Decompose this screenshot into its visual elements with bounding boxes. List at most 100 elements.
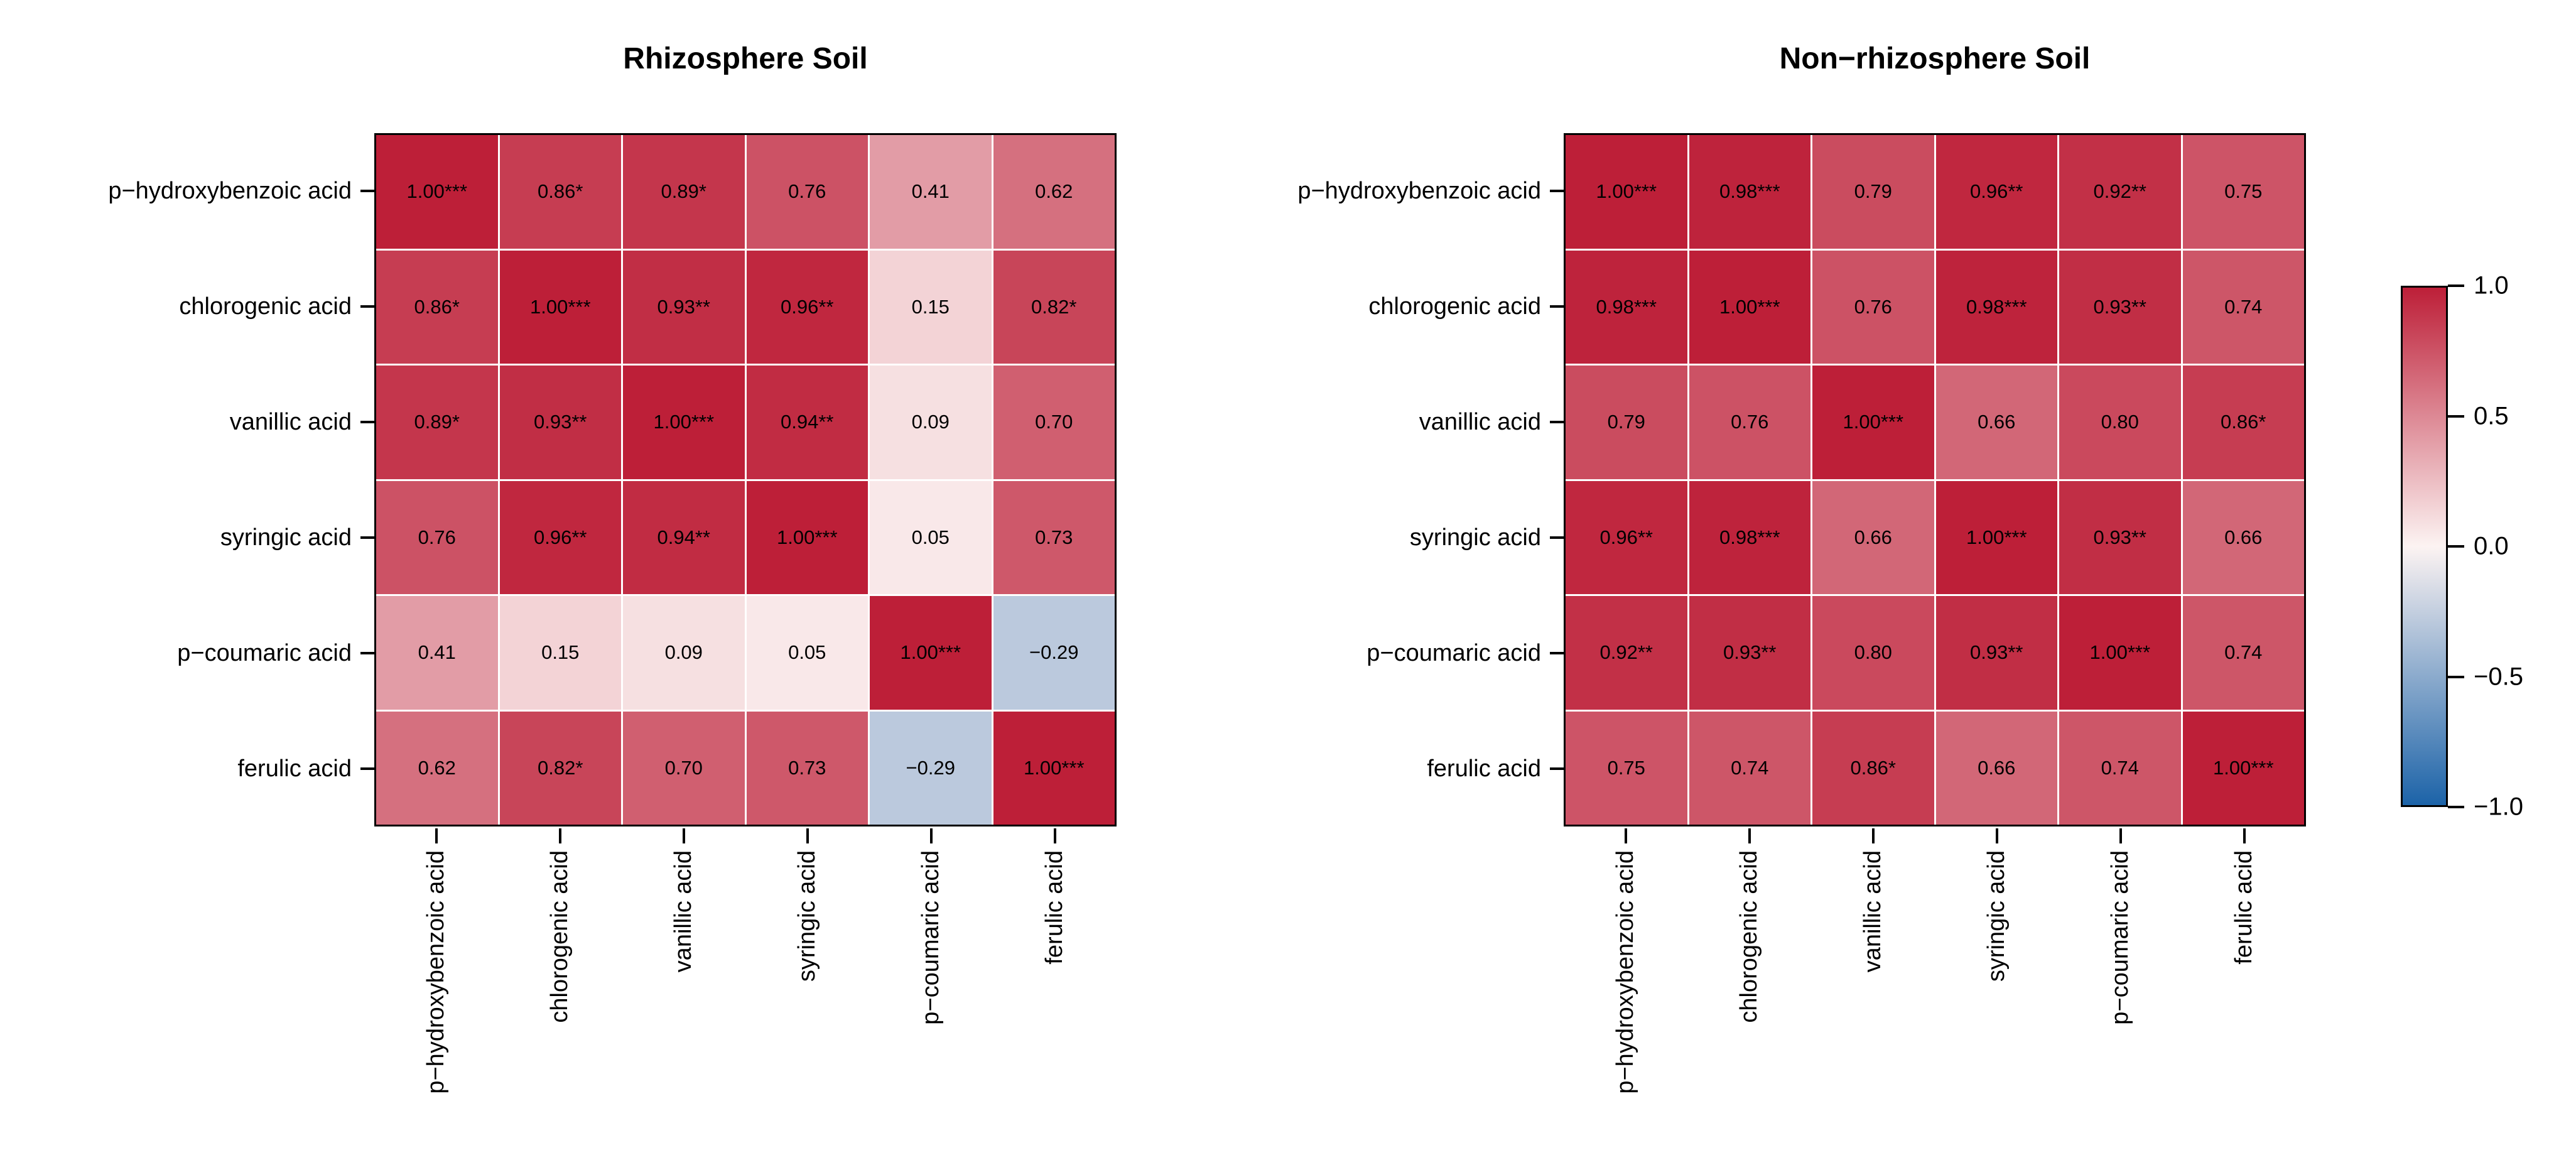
heatmap-cell: 0.66 xyxy=(2182,480,2304,594)
row-axis-labels: p−hydroxybenzoic acid chlorogenic acid van… xyxy=(1189,133,1564,826)
column-label: syringic acid xyxy=(1935,850,2059,1094)
heatmap-cell: 0.74 xyxy=(2182,250,2304,364)
heatmap-cell: 0.41 xyxy=(376,596,498,710)
column-axis-ticks xyxy=(374,828,1117,843)
panel-title: Non−rhizosphere Soil xyxy=(1779,42,2091,75)
row-label-text: chlorogenic acid xyxy=(179,293,352,320)
heatmap-cell: 0.74 xyxy=(2182,596,2304,710)
column-label: p−coumaric acid xyxy=(2059,850,2182,1094)
heatmap-cell: 0.96** xyxy=(499,480,621,594)
column-label: syringic acid xyxy=(745,850,869,1094)
heatmap-cell: 0.86* xyxy=(1812,711,1934,825)
row-axis-tick xyxy=(1550,536,1564,539)
heatmap-cell: 0.93** xyxy=(2059,250,2181,364)
heatmap-cell: 0.75 xyxy=(1566,711,1687,825)
column-label-text: vanillic acid xyxy=(670,850,696,973)
heatmap-cell: 1.00*** xyxy=(1689,250,1810,364)
heatmap-cell: 0.82* xyxy=(993,250,1115,364)
column-label-text: p−coumaric acid xyxy=(917,850,944,1025)
row-label-text: ferulic acid xyxy=(237,755,352,782)
heatmap-cell: 1.00*** xyxy=(746,480,868,594)
heatmap-cell: 0.98*** xyxy=(1566,250,1687,364)
column-label: p−hydroxybenzoic acid xyxy=(1564,850,1687,1094)
heatmap-cell: 0.79 xyxy=(1566,366,1687,479)
row-axis-tick xyxy=(360,421,374,423)
colorbar-tick xyxy=(2448,415,2464,418)
heatmap-cell: 0.79 xyxy=(1812,135,1934,249)
row-label: vanillic acid xyxy=(1189,364,1564,480)
column-label: p−coumaric acid xyxy=(869,850,993,1094)
heatmap-grid: 1.00*** 0.98*** 0.79 0.96** 0.92** 0.75 0.98**… xyxy=(1564,133,2306,826)
row-axis-tick xyxy=(360,652,374,654)
heatmap-cell: 0.92** xyxy=(2059,135,2181,249)
row-label-text: ferulic acid xyxy=(1427,755,1541,782)
row-label: p−coumaric acid xyxy=(1189,595,1564,711)
column-axis-ticks xyxy=(1564,828,2306,843)
heatmap-cell: 0.94** xyxy=(623,480,745,594)
heatmap-cell: 0.66 xyxy=(1935,366,2057,479)
row-label: syringic acid xyxy=(1189,480,1564,595)
panel-title: Rhizosphere Soil xyxy=(623,42,868,75)
heatmap-cell: 0.73 xyxy=(746,711,868,825)
column-label-text: ferulic acid xyxy=(2231,850,2257,965)
column-label-text: chlorogenic acid xyxy=(546,850,573,1023)
row-label: p−hydroxybenzoic acid xyxy=(0,133,374,249)
column-axis-tick xyxy=(498,828,622,843)
heatmap-cell: 1.00*** xyxy=(2059,596,2181,710)
row-axis-tick xyxy=(1550,190,1564,192)
heatmap-cell: 0.41 xyxy=(870,135,992,249)
column-axis-tick xyxy=(1687,828,1811,843)
heatmap-cell: 0.93** xyxy=(623,250,745,364)
heatmap-cell: 0.76 xyxy=(376,480,498,594)
heatmap-cell: 0.09 xyxy=(623,596,745,710)
column-label-text: syringic acid xyxy=(794,850,820,982)
row-label-text: p−hydroxybenzoic acid xyxy=(108,177,352,204)
column-label-text: p−coumaric acid xyxy=(2107,850,2133,1025)
heatmap-cell: 0.73 xyxy=(993,480,1115,594)
heatmap-cell: 0.94** xyxy=(746,366,868,479)
row-axis-tick xyxy=(360,536,374,539)
colorbar-tick xyxy=(2448,806,2464,808)
column-axis-tick xyxy=(993,828,1117,843)
heatmap-cell: 0.98*** xyxy=(1935,250,2057,364)
column-label: ferulic acid xyxy=(2182,850,2306,1094)
colorbar-tick-label: −0.5 xyxy=(2474,663,2523,690)
column-label: vanillic acid xyxy=(1811,850,1935,1094)
heatmap-cell: 1.00*** xyxy=(2182,711,2304,825)
column-axis-labels: p−hydroxybenzoic acid chlorogenic acid van… xyxy=(374,850,1117,1094)
row-axis-labels: p−hydroxybenzoic acid chlorogenic acid van… xyxy=(0,133,374,826)
heatmap-cell: 0.05 xyxy=(746,596,868,710)
heatmap-cell: 1.00*** xyxy=(993,711,1115,825)
heatmap-cell: 0.75 xyxy=(2182,135,2304,249)
column-axis-tick xyxy=(1811,828,1935,843)
heatmap-cell: 0.96** xyxy=(1935,135,2057,249)
heatmap-cell: 0.76 xyxy=(746,135,868,249)
row-label-text: syringic acid xyxy=(220,524,352,551)
row-axis-tick xyxy=(1550,767,1564,770)
heatmap-cell: 0.74 xyxy=(2059,711,2181,825)
row-label-text: p−coumaric acid xyxy=(177,639,352,666)
panel-non-rhizosphere-soil: Non−rhizosphere Soil p−hydroxybenzoic ac… xyxy=(1189,0,2314,1165)
row-axis-tick xyxy=(1550,421,1564,423)
column-axis-tick xyxy=(1935,828,2059,843)
row-label-text: p−coumaric acid xyxy=(1366,639,1541,666)
row-label-text: syringic acid xyxy=(1409,524,1541,551)
column-axis-tick xyxy=(374,828,498,843)
column-axis-tick xyxy=(1564,828,1687,843)
heatmap-cell: 1.00*** xyxy=(1812,366,1934,479)
row-label: syringic acid xyxy=(0,480,374,595)
colorbar-tick-label: −1.0 xyxy=(2474,793,2523,821)
heatmap-cell: 0.15 xyxy=(870,250,992,364)
heatmap-cell: 0.66 xyxy=(1812,480,1934,594)
heatmap-cell: 0.70 xyxy=(993,366,1115,479)
column-axis-tick xyxy=(869,828,993,843)
row-label: ferulic acid xyxy=(1189,711,1564,826)
heatmap-cell: 0.66 xyxy=(1935,711,2057,825)
colorbar-tick xyxy=(2448,284,2464,287)
row-axis-tick xyxy=(360,305,374,308)
heatmap-cell: 0.89* xyxy=(623,135,745,249)
colorbar-tick xyxy=(2448,545,2464,548)
row-label-text: p−hydroxybenzoic acid xyxy=(1297,177,1541,204)
heatmap-cell: 0.93** xyxy=(1935,596,2057,710)
